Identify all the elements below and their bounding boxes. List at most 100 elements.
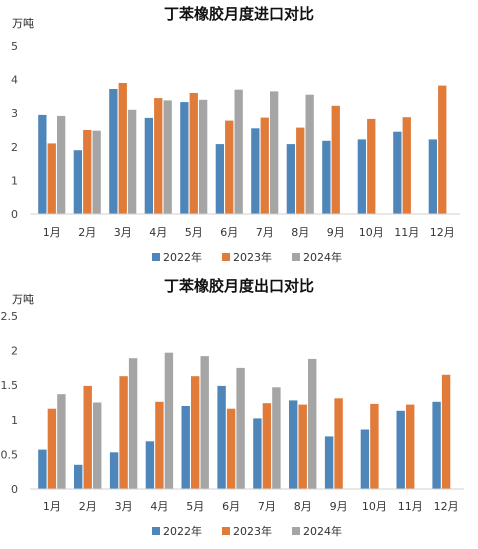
export-bar <box>370 403 379 489</box>
import-x-tick-label: 6月 <box>220 226 238 239</box>
import-x-tick-label: 11月 <box>394 226 419 239</box>
export-bar <box>181 406 190 489</box>
import-y-ticks: 0 1 2 3 4 5 <box>11 40 18 221</box>
import-chart-unit: 万吨 <box>12 17 34 30</box>
export-x-tick-label: 4月 <box>150 500 168 513</box>
import-bar <box>83 130 92 214</box>
export-bar <box>262 403 272 489</box>
import-bar <box>286 144 295 214</box>
export-bar <box>57 394 66 489</box>
export-bar <box>128 358 138 489</box>
export-bar <box>272 387 281 489</box>
import-bar <box>428 139 437 214</box>
export-y-ticks: 0 0.5 1 1.5 2 2.5 <box>1 310 19 496</box>
export-bars <box>38 352 451 489</box>
export-x-tick-label: 8月 <box>294 500 312 513</box>
export-x-tick-label: 5月 <box>186 500 204 513</box>
import-chart-title: 丁苯橡胶月度进口对比 <box>164 5 314 23</box>
export-legend-label: 2023年 <box>233 524 272 538</box>
import-y-tick-label: 0 <box>11 208 18 221</box>
import-x-tick-label: 7月 <box>256 226 274 239</box>
import-bar <box>92 130 101 214</box>
import-legend-swatch <box>222 253 230 261</box>
export-legend-swatch <box>152 527 160 535</box>
import-x-tick-label: 5月 <box>185 226 203 239</box>
import-bar <box>251 128 260 214</box>
import-bar <box>260 117 269 214</box>
import-bar <box>144 117 153 214</box>
export-bar <box>38 449 47 489</box>
export-bar <box>164 352 174 489</box>
export-bar <box>432 401 441 489</box>
export-x-tick-label: 7月 <box>258 500 276 513</box>
export-x-tick-label: 3月 <box>115 500 133 513</box>
import-y-tick-label: 3 <box>11 107 18 120</box>
export-bar <box>145 441 155 489</box>
import-x-tick-label: 9月 <box>327 226 345 239</box>
export-bar <box>253 418 262 489</box>
import-bar <box>234 89 243 214</box>
export-bar <box>191 376 200 489</box>
import-x-tick-label: 8月 <box>291 226 309 239</box>
import-bar <box>180 102 189 214</box>
export-bar <box>308 358 317 489</box>
export-bar <box>93 402 102 489</box>
export-y-tick-label: 2.5 <box>1 310 19 323</box>
export-bar <box>396 410 405 489</box>
export-y-tick-label: 0 <box>11 483 18 496</box>
export-bar <box>406 404 415 489</box>
import-bar <box>57 115 66 214</box>
import-bar <box>225 120 234 214</box>
export-legend: 2022年 2023年 2024年 <box>152 524 342 538</box>
import-legend-swatch <box>292 253 300 261</box>
export-x-tick-label: 2月 <box>79 500 97 513</box>
export-bar <box>47 408 57 489</box>
import-x-tick-label: 4月 <box>149 226 167 239</box>
export-bar <box>441 374 451 489</box>
export-legend-swatch <box>292 527 300 535</box>
export-legend-label: 2022年 <box>163 524 202 538</box>
export-x-ticks: 1月 2月 3月 4月 5月 6月 7月 8月 9月 10月 11月 12月 <box>43 500 459 513</box>
import-x-tick-label: 10月 <box>359 226 384 239</box>
import-bar <box>322 140 331 214</box>
export-bar <box>360 429 370 489</box>
import-legend-label: 2023年 <box>233 250 272 264</box>
import-legend-label: 2022年 <box>163 250 202 264</box>
export-bar <box>226 408 236 489</box>
import-bar <box>215 144 224 214</box>
import-y-tick-label: 2 <box>11 141 18 154</box>
import-x-tick-label: 3月 <box>114 226 132 239</box>
export-bar <box>334 398 343 489</box>
import-bar <box>438 85 447 214</box>
export-bar <box>289 400 298 489</box>
import-legend-swatch <box>152 253 160 261</box>
export-bar <box>236 367 245 489</box>
export-x-tick-label: 12月 <box>434 500 459 513</box>
export-y-tick-label: 1 <box>11 414 18 427</box>
export-x-tick-label: 10月 <box>362 500 387 513</box>
import-bar <box>305 94 314 214</box>
import-bar <box>73 150 82 214</box>
import-x-ticks: 1月 2月 3月 4月 5月 6月 7月 8月 9月 10月 11月 12月 <box>43 226 455 239</box>
import-bar <box>189 93 198 214</box>
import-bar <box>163 100 172 214</box>
export-y-tick-label: 0.5 <box>1 448 19 461</box>
export-x-tick-label: 1月 <box>43 500 61 513</box>
import-x-tick-label: 1月 <box>43 226 61 239</box>
export-chart-unit: 万吨 <box>12 293 34 306</box>
import-bar <box>109 89 118 214</box>
export-x-tick-label: 11月 <box>398 500 423 513</box>
export-bar <box>119 376 128 489</box>
export-bar <box>109 452 119 489</box>
export-legend-label: 2024年 <box>303 524 342 538</box>
import-x-tick-label: 2月 <box>78 226 96 239</box>
export-bar <box>217 385 226 489</box>
export-bar <box>324 436 334 489</box>
import-x-tick-label: 12月 <box>430 226 455 239</box>
import-y-tick-label: 5 <box>11 40 18 53</box>
export-bar <box>298 404 307 489</box>
export-chart: 丁苯橡胶月度出口对比 万吨 0 0.5 1 1.5 2 2.5 1月 2月 3月 4月 5月 6月 7… <box>1 277 464 538</box>
export-bar <box>200 356 209 489</box>
